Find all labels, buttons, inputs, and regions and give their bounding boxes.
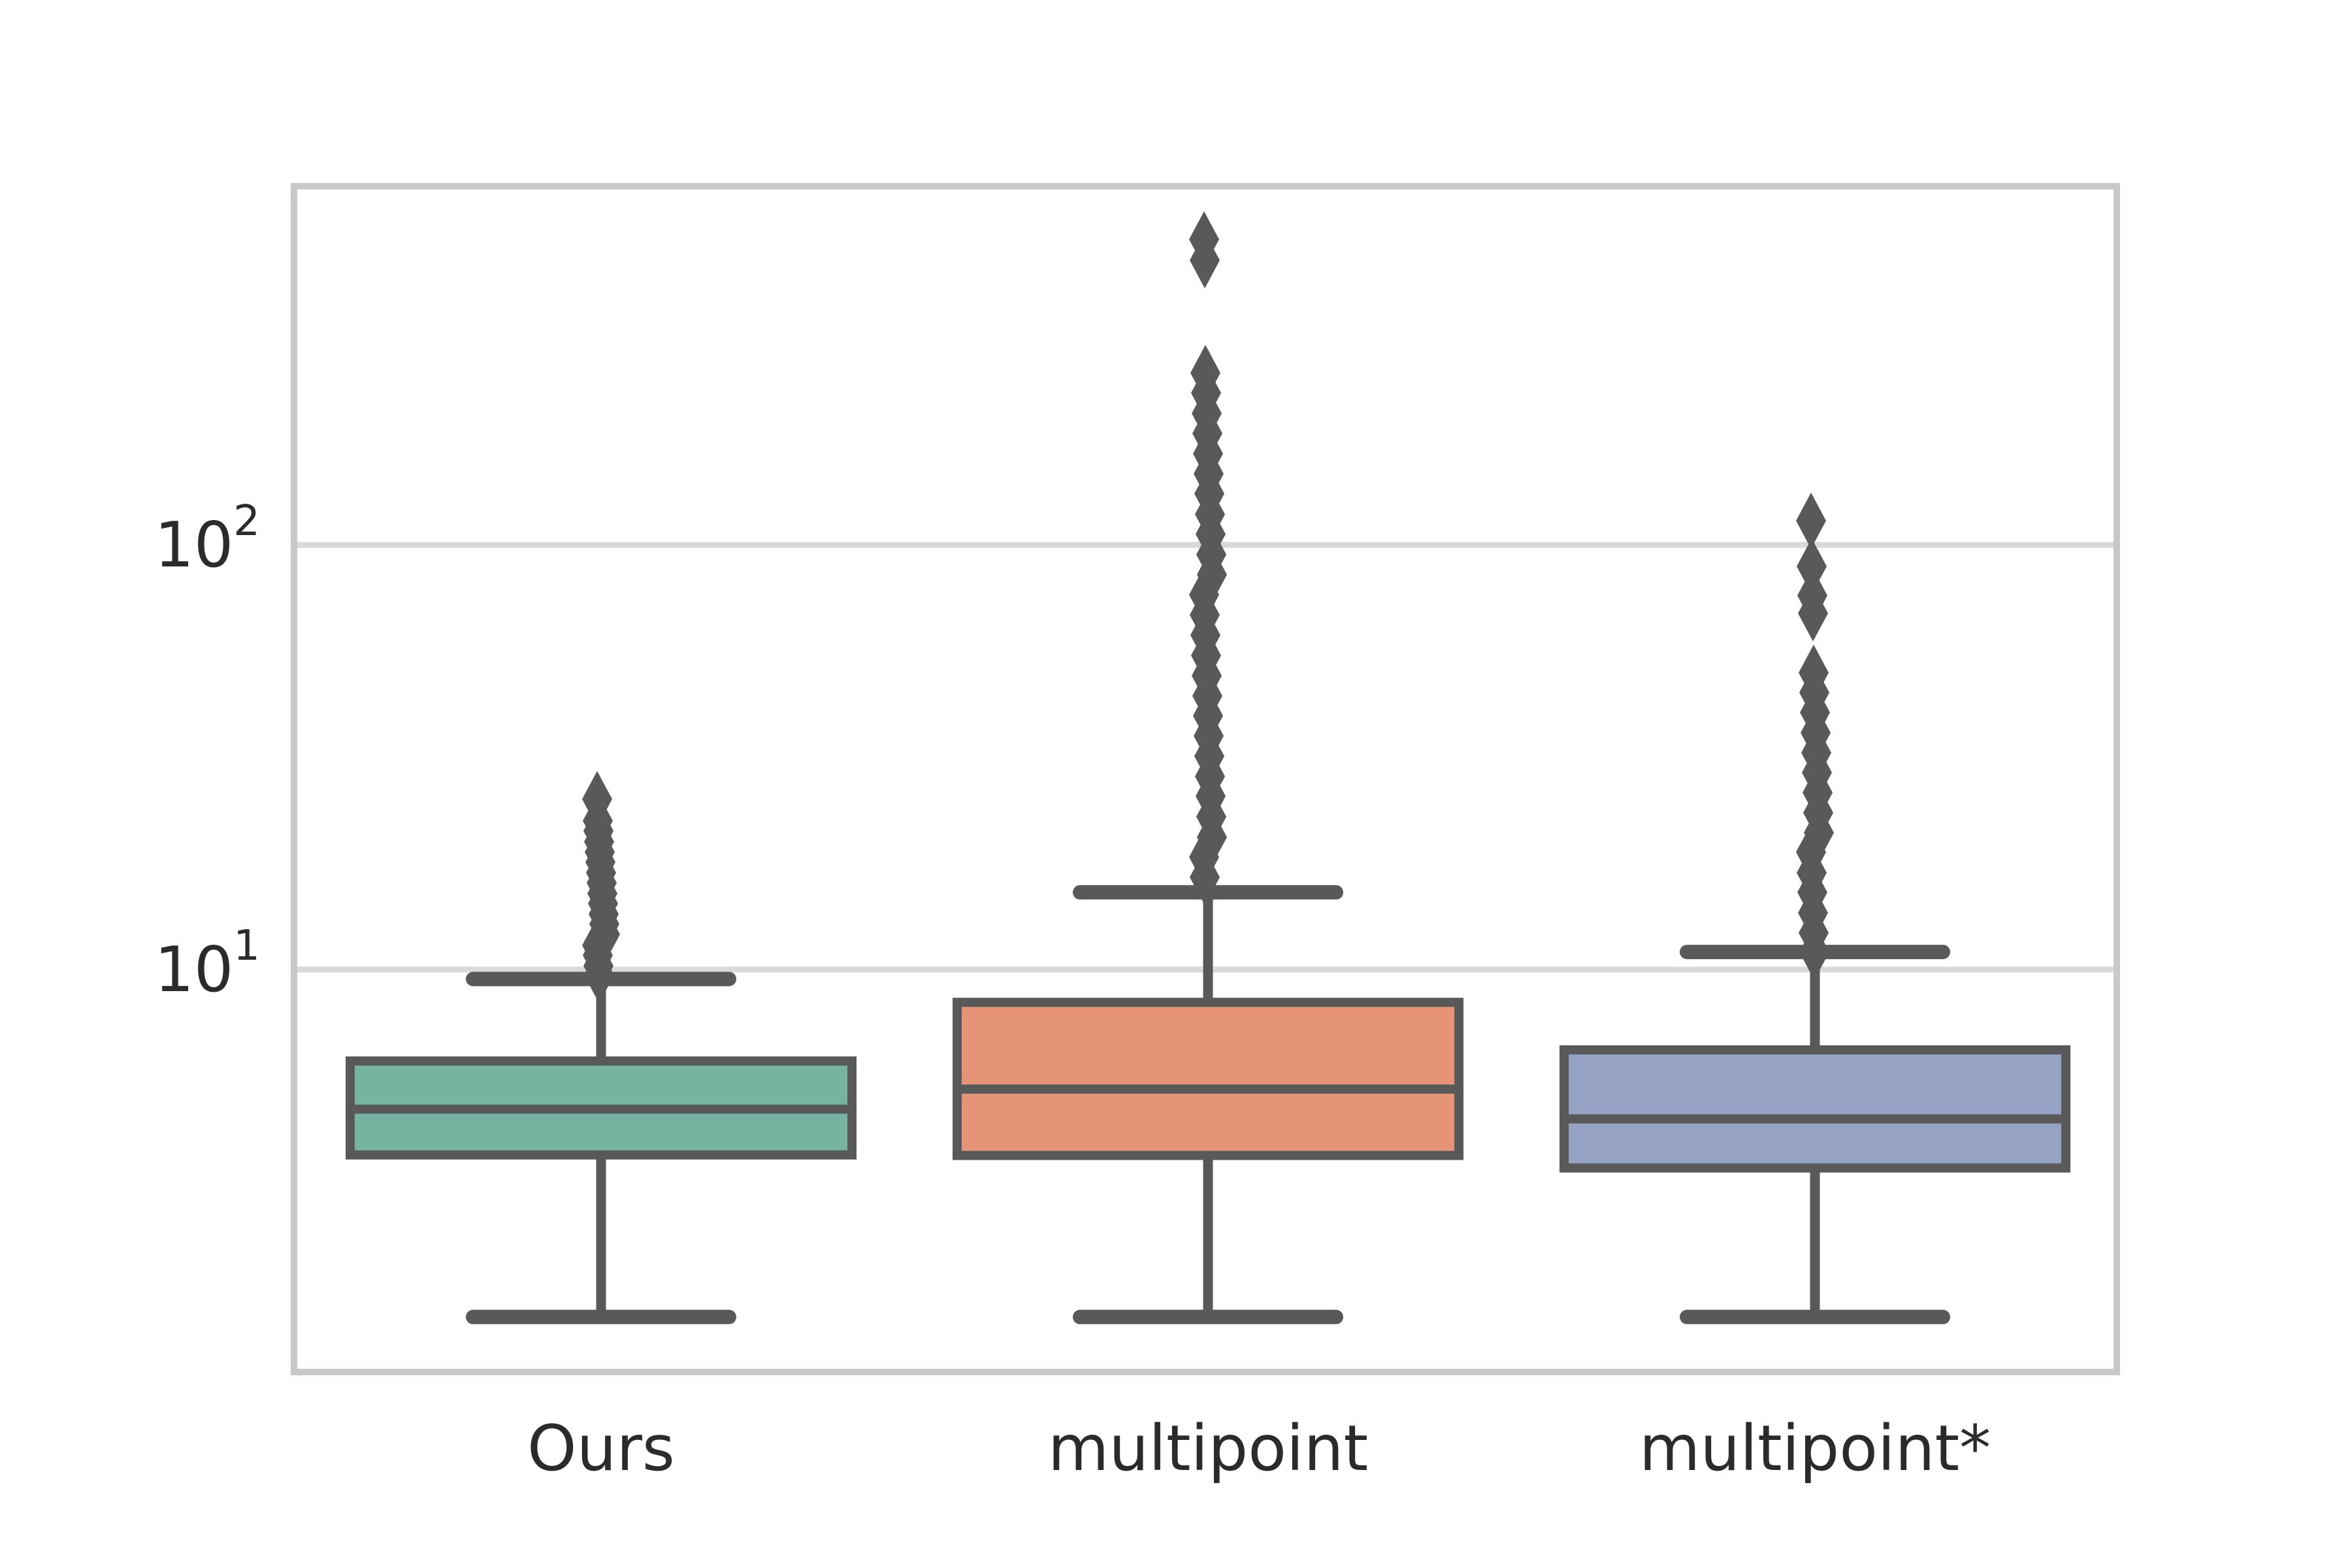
outlier-diamond-multipoint-: [1799, 924, 1829, 981]
outlier-diamond-multipoint-: [1798, 585, 1828, 642]
outlier-diamond-multipoint: [1190, 849, 1220, 906]
y-tick-label-10e1: 101: [154, 922, 260, 1006]
y-tick-exponent: 1: [233, 922, 260, 970]
y-tick-base: 10: [154, 510, 233, 581]
y-tick-base: 10: [154, 934, 233, 1006]
outlier-diamond-multipoint-: [1796, 493, 1826, 549]
box-multipoint-: [1560, 1045, 2070, 1173]
x-tick-label-multipoint: multipoint: [1048, 1412, 1368, 1485]
outlier-diamond-ours: [584, 947, 614, 1004]
box-multipoint: [953, 998, 1463, 1160]
x-tick-label-multipoint-: multipoint*: [1639, 1412, 1991, 1485]
y-tick-label-10e2: 102: [154, 497, 260, 581]
y-tick-exponent: 2: [233, 497, 260, 546]
outlier-diamond-multipoint: [1190, 232, 1220, 289]
x-tick-label-ours: Ours: [527, 1412, 675, 1485]
